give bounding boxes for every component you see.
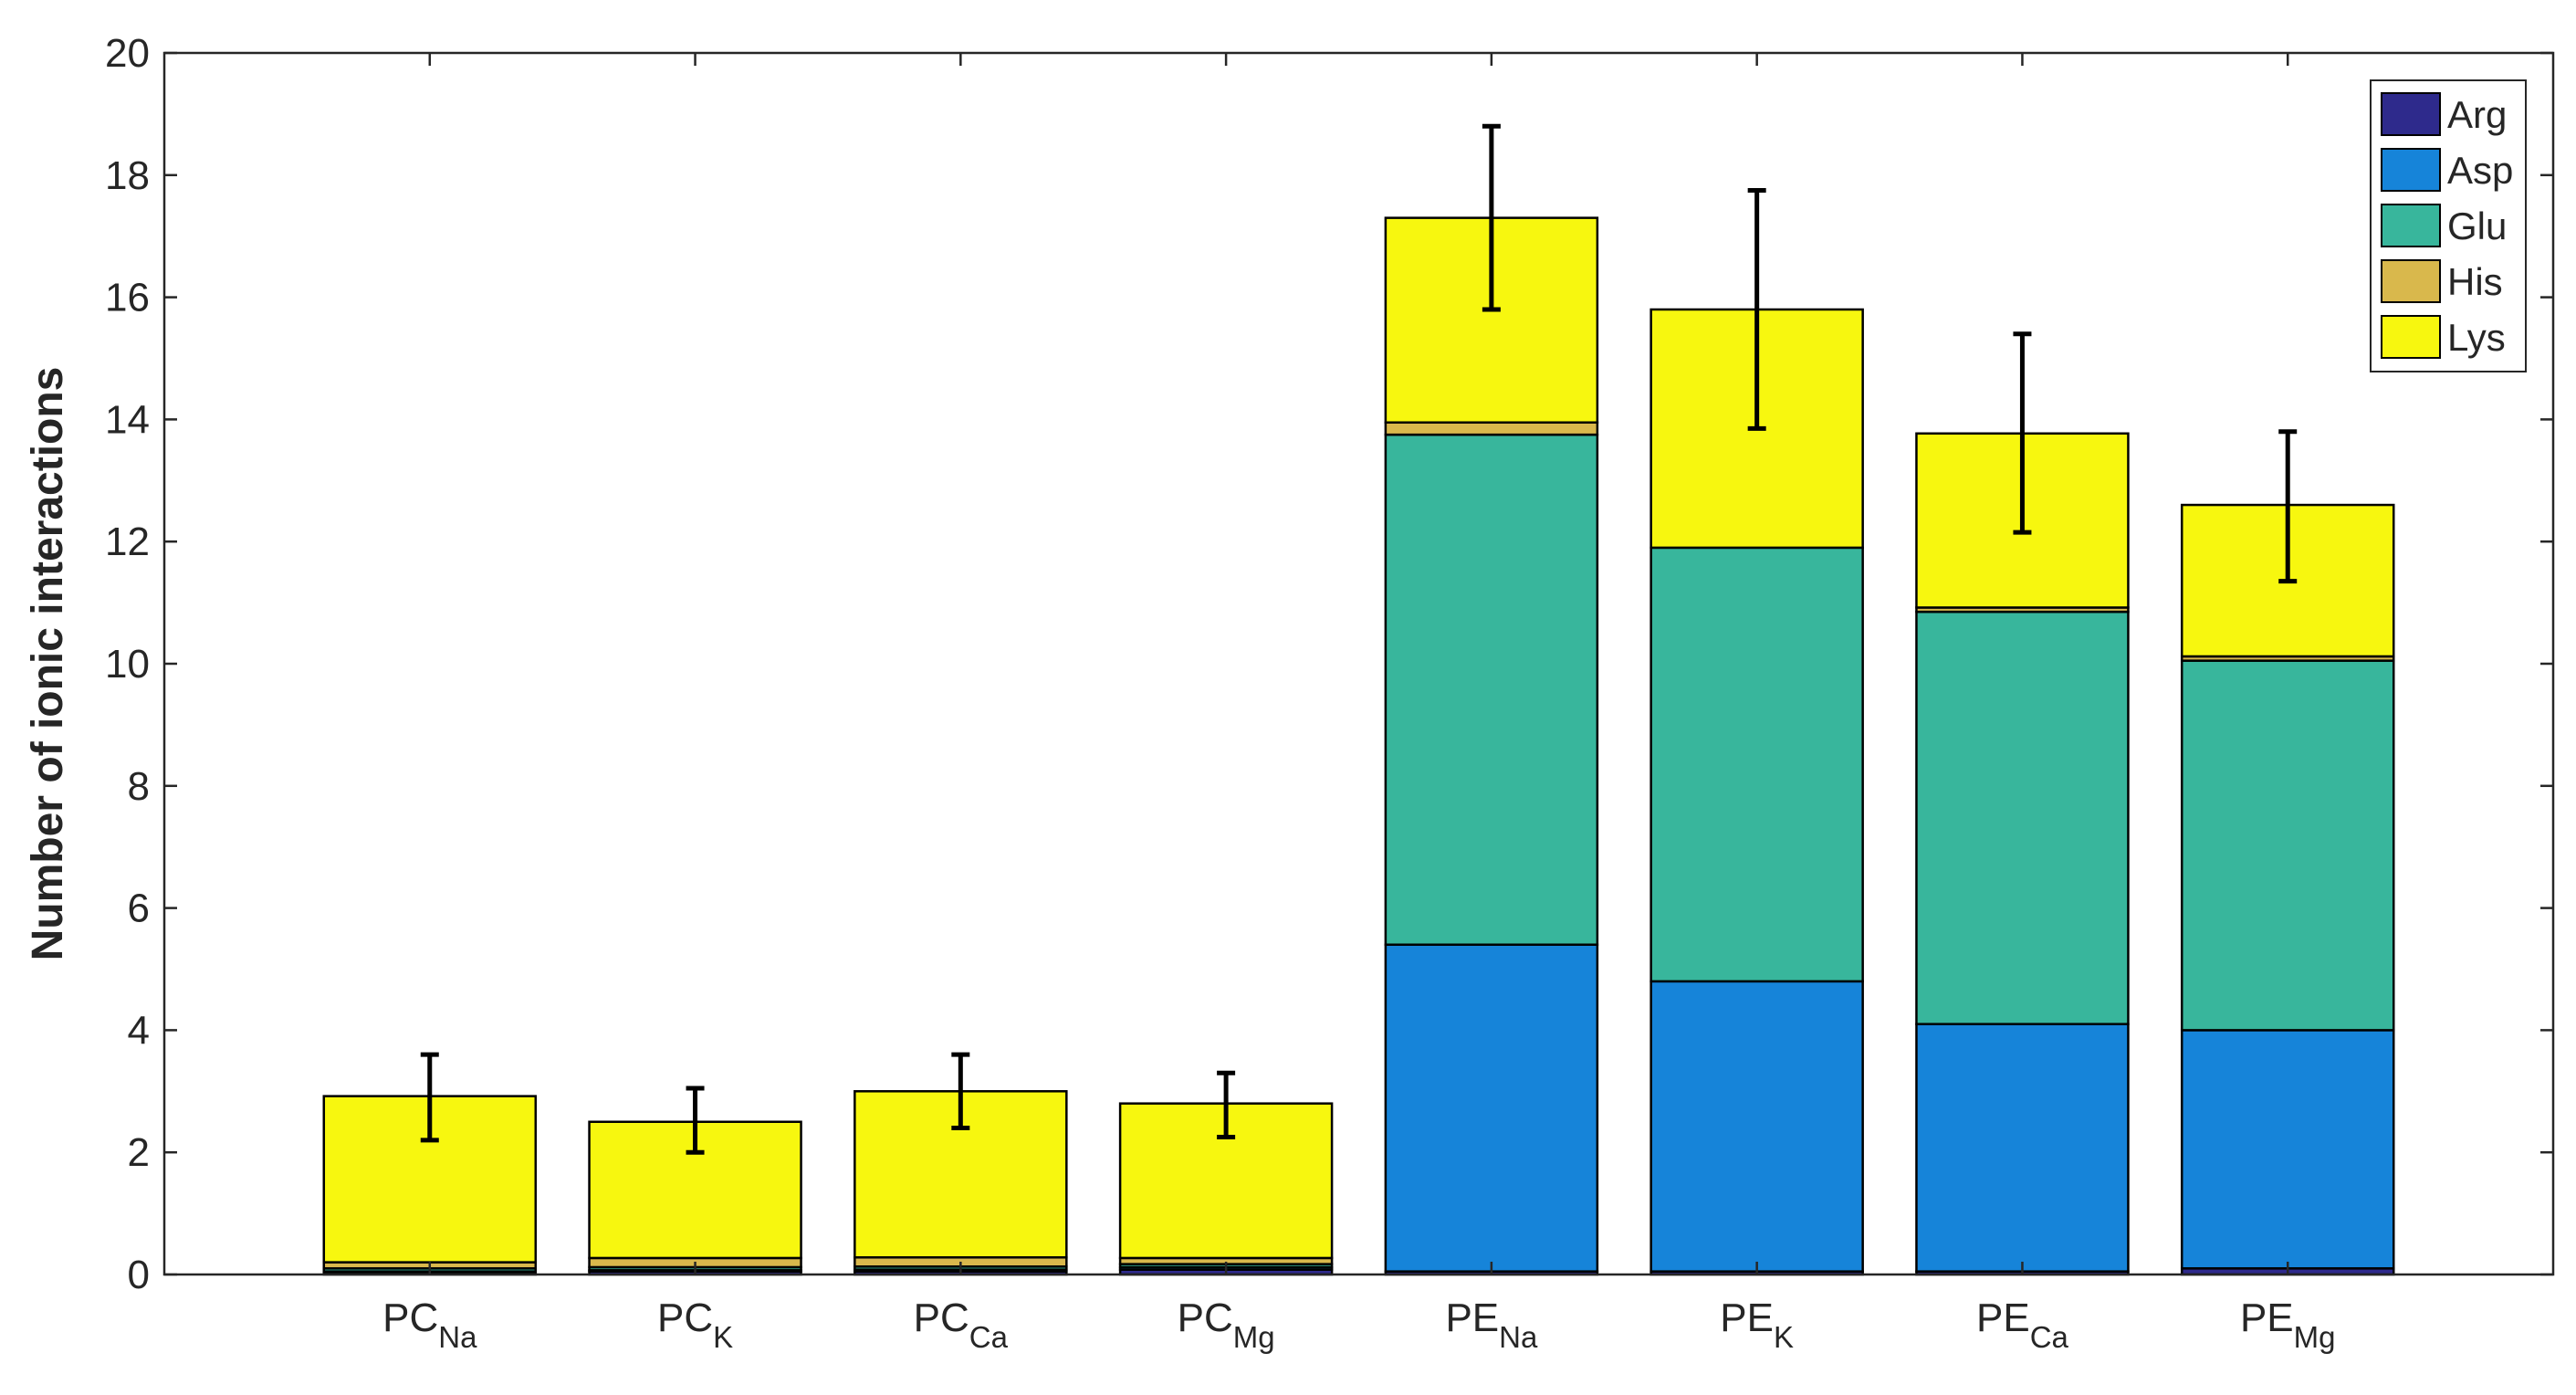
y-tick-label: 2: [128, 1130, 150, 1175]
legend-item-asp: Asp: [2381, 148, 2513, 192]
y-axis-label: Number of ionic interactions: [24, 367, 72, 961]
error-bar-7: [2013, 331, 2032, 535]
legend-label: Lys: [2447, 316, 2506, 359]
legend-swatch: [2381, 92, 2441, 136]
bars-layer: [322, 216, 2395, 1276]
legend: Arg Asp Glu His Lys: [2370, 79, 2527, 372]
bar-segment-glu-5: [1384, 433, 1599, 946]
bar-segment-glu-7: [1915, 610, 2130, 1025]
x-tick-label: PCNa: [382, 1295, 477, 1354]
bar-segment-asp-8: [2180, 1029, 2395, 1270]
legend-item-glu: Glu: [2381, 204, 2507, 247]
y-tick-label: 14: [105, 397, 150, 442]
legend-label: His: [2447, 260, 2503, 303]
legend-label: Asp: [2447, 149, 2513, 192]
legend-swatch: [2381, 259, 2441, 303]
error-bars-layer: [420, 123, 2298, 1155]
x-tick-label: PEMg: [2240, 1295, 2336, 1354]
x-tick-label: PECa: [1976, 1295, 2069, 1354]
bar-segment-glu-8: [2180, 659, 2395, 1032]
y-tick-label: 18: [105, 153, 150, 198]
y-tick-label: 6: [128, 886, 150, 931]
y-tick-label: 4: [128, 1008, 150, 1053]
x-ticks-layer: PCNa PCK PCCa PCMg PENa PEK PECa PEMg: [382, 53, 2335, 1354]
legend-item-lys: Lys: [2381, 315, 2506, 359]
error-bar-8: [2278, 429, 2298, 584]
y-ticks-layer: 0 2 4 6 8 10 12 14 16 18 20: [105, 31, 2553, 1297]
legend-label: Arg: [2447, 93, 2507, 136]
y-tick-label: 16: [105, 276, 150, 320]
bar-segment-glu-6: [1649, 546, 1864, 983]
error-bar-3: [951, 1052, 970, 1130]
error-bar-4: [1217, 1070, 1236, 1139]
error-bar-5: [1482, 123, 1501, 312]
error-bar-2: [686, 1086, 705, 1155]
legend-item-arg: Arg: [2381, 92, 2507, 136]
legend-swatch: [2381, 204, 2441, 247]
plot-area: [164, 53, 2553, 1274]
x-tick-label: PCMg: [1178, 1295, 1275, 1354]
bar-segment-asp-5: [1384, 943, 1599, 1273]
x-tick-label: PCK: [657, 1295, 733, 1354]
error-bar-1: [420, 1052, 439, 1143]
x-tick-label: PENa: [1445, 1295, 1538, 1354]
legend-swatch: [2381, 148, 2441, 192]
bar-segment-asp-6: [1649, 980, 1864, 1273]
x-tick-label: PCCa: [914, 1295, 1009, 1354]
y-tick-label: 8: [128, 764, 150, 809]
y-tick-label: 0: [128, 1253, 150, 1297]
error-bar-6: [1747, 188, 1766, 431]
legend-item-his: His: [2381, 259, 2503, 303]
y-tick-label: 10: [105, 642, 150, 687]
y-tick-label: 12: [105, 519, 150, 564]
y-tick-label: 20: [105, 31, 150, 76]
legend-swatch: [2381, 315, 2441, 359]
bar-segment-asp-7: [1915, 1023, 2130, 1273]
legend-label: Glu: [2447, 205, 2507, 247]
x-tick-label: PEK: [1720, 1295, 1794, 1354]
bar-segment-his-5: [1384, 421, 1599, 436]
